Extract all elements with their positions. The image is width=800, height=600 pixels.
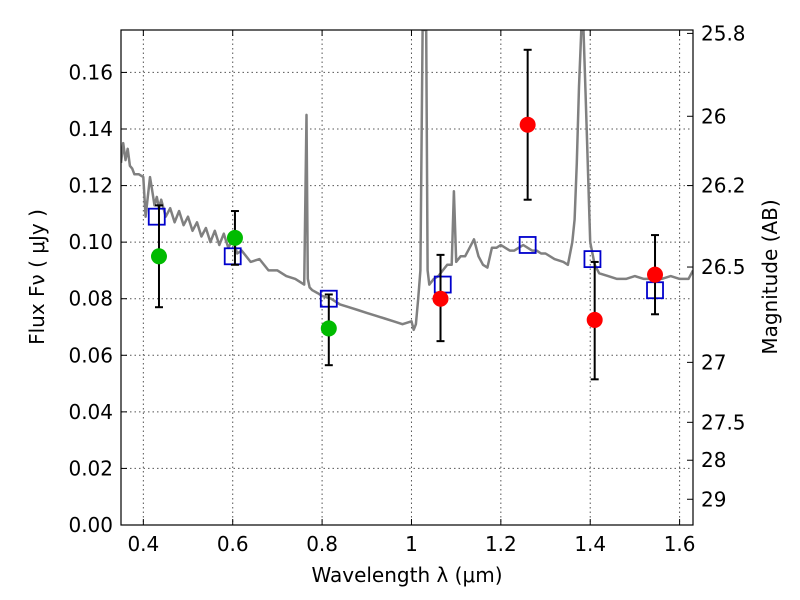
x-tick-label: 1.2 [485, 532, 517, 556]
y-tick-label: 0.16 [68, 60, 113, 84]
plot-area [121, 30, 693, 381]
y-tick-label: 0.06 [68, 343, 113, 367]
observed-red-point [647, 266, 664, 283]
mag-tick-label: 25.8 [701, 21, 746, 45]
grid-layer [121, 30, 693, 526]
model-photometry-square [518, 236, 537, 254]
mag-tick-label: 28 [701, 448, 726, 472]
x-tick-label: 0.4 [127, 532, 159, 556]
observed-red-point [586, 311, 603, 328]
model-photometry-square [583, 250, 602, 269]
mag-tick-label: 26 [701, 104, 726, 128]
x-tick-label: 1.4 [574, 532, 606, 556]
plot-frame [120, 29, 694, 526]
mag-tick-label: 26.2 [701, 174, 746, 198]
x-tick-label: 0.8 [306, 532, 338, 556]
x-axis-label: Wavelength λ (μm) [311, 563, 502, 587]
model-photometry-square [433, 275, 452, 294]
observed-green-point [150, 248, 167, 265]
y-tick-label: 0.04 [68, 400, 113, 424]
observed-red-point [432, 290, 449, 307]
y-axis-right-label: Magnitude (AB) [758, 199, 782, 354]
x-tick-label: 1.6 [664, 532, 696, 556]
x-tick-label: 0.6 [217, 532, 249, 556]
y-tick-label: 0.00 [68, 513, 113, 537]
y-tick-label: 0.02 [68, 456, 113, 480]
y-tick-label: 0.14 [68, 117, 113, 141]
y-tick-label: 0.08 [68, 287, 113, 311]
observed-green-point [320, 320, 337, 337]
y-tick-label: 0.10 [68, 230, 113, 254]
x-tick-label: 1 [405, 532, 418, 556]
spectrum-line [121, 30, 693, 332]
mag-tick-label: 26.5 [701, 255, 746, 279]
observed-red-point [519, 116, 536, 133]
observed-green-point [226, 229, 243, 246]
axis-ticks: 0.4 0.6 0.8 1 1.2 1.4 1.6 0.00 0.02 0.04 0.06 0.08 0… [68, 21, 745, 556]
model-photometry-square [147, 207, 166, 226]
mag-tick-label: 29 [701, 487, 726, 511]
mag-tick-label: 27.5 [701, 410, 746, 434]
mag-tick-label: 27 [701, 350, 726, 374]
y-axis-label: Flux Fν ( μJy ) [25, 209, 49, 345]
y-tick-label: 0.12 [68, 174, 113, 198]
